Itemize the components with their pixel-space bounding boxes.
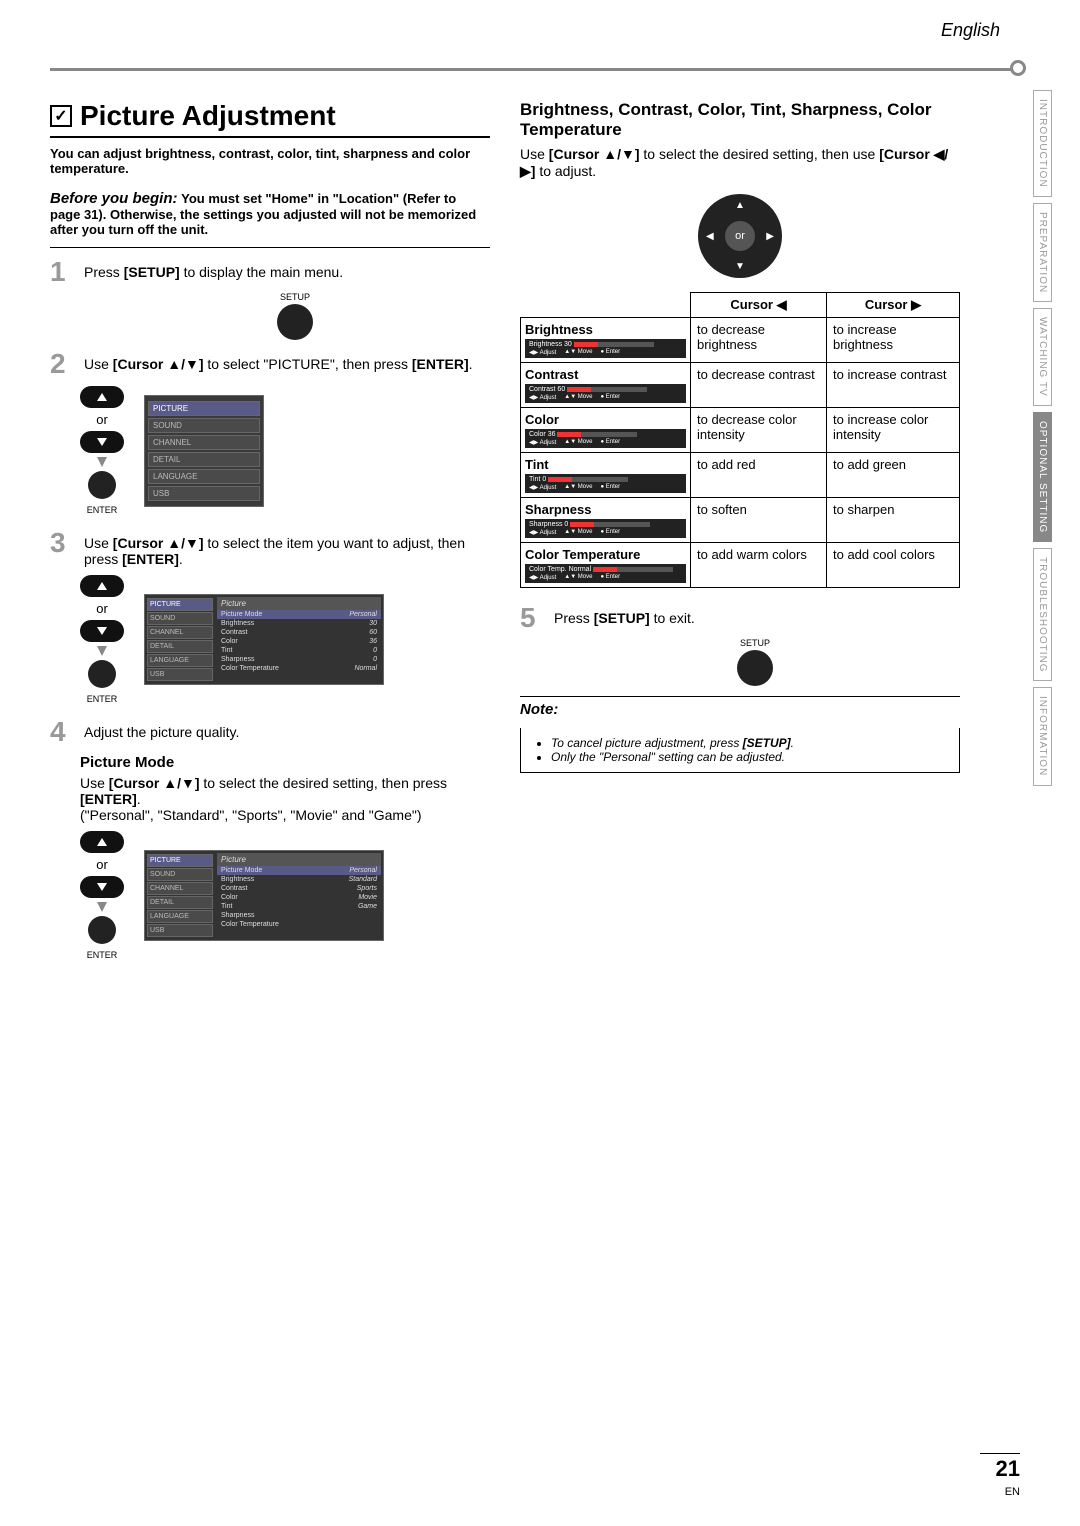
footer: 21 EN — [980, 1453, 1020, 1498]
header-language: English — [941, 20, 1020, 41]
remote-cluster-2: or ENTER PICTURESOUNDCHANNELDETAILLANGUA… — [80, 386, 490, 515]
step-5-text: Press [SETUP] to exit. — [554, 604, 960, 626]
cursor-down-icon — [80, 876, 124, 898]
cursor-down-icon — [80, 431, 124, 453]
osd-main-menu: PICTURESOUNDCHANNELDETAILLANGUAGEUSB — [144, 395, 264, 507]
setup-button-graphic-5: SETUP — [550, 638, 960, 686]
pad-down-icon: ▼ — [735, 261, 745, 272]
right-column: Brightness, Contrast, Color, Tint, Sharp… — [520, 100, 960, 974]
cursor-up-icon — [80, 831, 124, 853]
step-num-1: 1 — [50, 258, 76, 286]
adj-heading: Brightness, Contrast, Color, Tint, Sharp… — [520, 100, 960, 140]
page-number: 21 — [980, 1453, 1020, 1482]
osd-picture-mode-menu: PICTURESOUNDCHANNELDETAILLANGUAGEUSBPict… — [144, 850, 384, 941]
picture-mode-options: ("Personal", "Standard", "Sports", "Movi… — [80, 807, 490, 823]
left-column: ✓ Picture Adjustment You can adjust brig… — [50, 100, 490, 974]
before-label: Before you begin: — [50, 190, 178, 207]
or-text: or — [96, 857, 108, 872]
note-item: Only the "Personal" setting can be adjus… — [551, 750, 947, 764]
side-tab: WATCHING TV — [1033, 308, 1052, 406]
check-icon: ✓ — [50, 105, 72, 127]
note-box: Note: To cancel picture adjustment, pres… — [520, 696, 960, 773]
side-tab: INFORMATION — [1033, 687, 1052, 785]
enter-label: ENTER — [87, 505, 118, 515]
step-num-5: 5 — [520, 604, 546, 632]
note-list: To cancel picture adjustment, press [SET… — [533, 736, 947, 764]
step-3: 3 Use [Cursor ▲/▼] to select the item yo… — [50, 529, 490, 567]
step-1-text: Press [SETUP] to display the main menu. — [84, 258, 490, 280]
pad-or-label: or — [725, 221, 755, 251]
step-3-text: Use [Cursor ▲/▼] to select the item you … — [84, 529, 490, 567]
down-arrow-icon — [97, 646, 107, 656]
setup-label: SETUP — [280, 292, 310, 302]
title-text: Picture Adjustment — [80, 100, 336, 132]
pad-left-icon: ◀ — [706, 231, 714, 242]
down-arrow-icon — [97, 902, 107, 912]
side-tab: OPTIONAL SETTING — [1033, 412, 1052, 542]
pad-up-icon: ▲ — [735, 200, 745, 211]
intro-text: You can adjust brightness, contrast, col… — [50, 146, 490, 176]
picture-mode-heading: Picture Mode — [80, 754, 490, 771]
enter-button-icon — [88, 916, 116, 944]
osd-picture-menu: PICTURESOUNDCHANNELDETAILLANGUAGEUSBPict… — [144, 594, 384, 685]
side-tab: INTRODUCTION — [1033, 90, 1052, 197]
header-rule — [50, 68, 1020, 71]
step-num-2: 2 — [50, 350, 76, 378]
step-5: 5 Press [SETUP] to exit. — [520, 604, 960, 632]
before-begin: Before you begin: You must set "Home" in… — [50, 190, 490, 237]
enter-label: ENTER — [87, 694, 118, 704]
enter-button-icon — [88, 471, 116, 499]
step-1: 1 Press [SETUP] to display the main menu… — [50, 258, 490, 286]
divider — [50, 247, 490, 248]
cursor-pad-full-icon: ▲ ▼ ◀ ▶ or — [698, 194, 782, 278]
side-tab: PREPARATION — [1033, 203, 1052, 302]
setup-button-graphic-1: SETUP — [100, 292, 490, 340]
pad-right-icon: ▶ — [766, 231, 774, 242]
adj-text: Use [Cursor ▲/▼] to select the desired s… — [520, 146, 960, 180]
or-text: or — [96, 601, 108, 616]
step-4-text: Adjust the picture quality. — [84, 718, 490, 740]
setup-button-icon — [277, 304, 313, 340]
side-tab: TROUBLESHOOTING — [1033, 548, 1052, 682]
setup-button-icon — [737, 650, 773, 686]
adjustment-table: Cursor ◀Cursor ▶BrightnessBrightness 30◀… — [520, 292, 960, 588]
down-arrow-icon — [97, 457, 107, 467]
setup-label: SETUP — [740, 638, 770, 648]
cursor-up-icon — [80, 386, 124, 408]
enter-button-icon — [88, 660, 116, 688]
page-title: ✓ Picture Adjustment — [50, 100, 490, 138]
header-dot — [1010, 60, 1026, 76]
cursor-down-icon — [80, 620, 124, 642]
cursor-pad-vertical-3: or ENTER — [80, 575, 124, 704]
header: English — [0, 20, 1020, 45]
step-2-text: Use [Cursor ▲/▼] to select "PICTURE", th… — [84, 350, 490, 372]
note-title: Note: — [520, 696, 960, 718]
step-num-4: 4 — [50, 718, 76, 746]
cursor-pad-vertical-4: or ENTER — [80, 831, 124, 960]
step-4: 4 Adjust the picture quality. — [50, 718, 490, 746]
remote-cluster-4: or ENTER PICTURESOUNDCHANNELDETAILLANGUA… — [80, 831, 490, 960]
step-num-3: 3 — [50, 529, 76, 557]
picture-mode-text: Use [Cursor ▲/▼] to select the desired s… — [80, 775, 490, 807]
or-text: or — [96, 412, 108, 427]
cursor-pad-full-wrap: ▲ ▼ ◀ ▶ or — [520, 194, 960, 278]
step-2: 2 Use [Cursor ▲/▼] to select "PICTURE", … — [50, 350, 490, 378]
side-tabs: INTRODUCTION PREPARATION WATCHING TV OPTION… — [1033, 90, 1052, 786]
cursor-pad-vertical: or ENTER — [80, 386, 124, 515]
cursor-up-icon — [80, 575, 124, 597]
remote-cluster-3: or ENTER PICTURESOUNDCHANNELDETAILLANGUA… — [80, 575, 490, 704]
footer-lang: EN — [1005, 1486, 1020, 1498]
note-item: To cancel picture adjustment, press [SET… — [551, 736, 947, 750]
enter-label: ENTER — [87, 950, 118, 960]
